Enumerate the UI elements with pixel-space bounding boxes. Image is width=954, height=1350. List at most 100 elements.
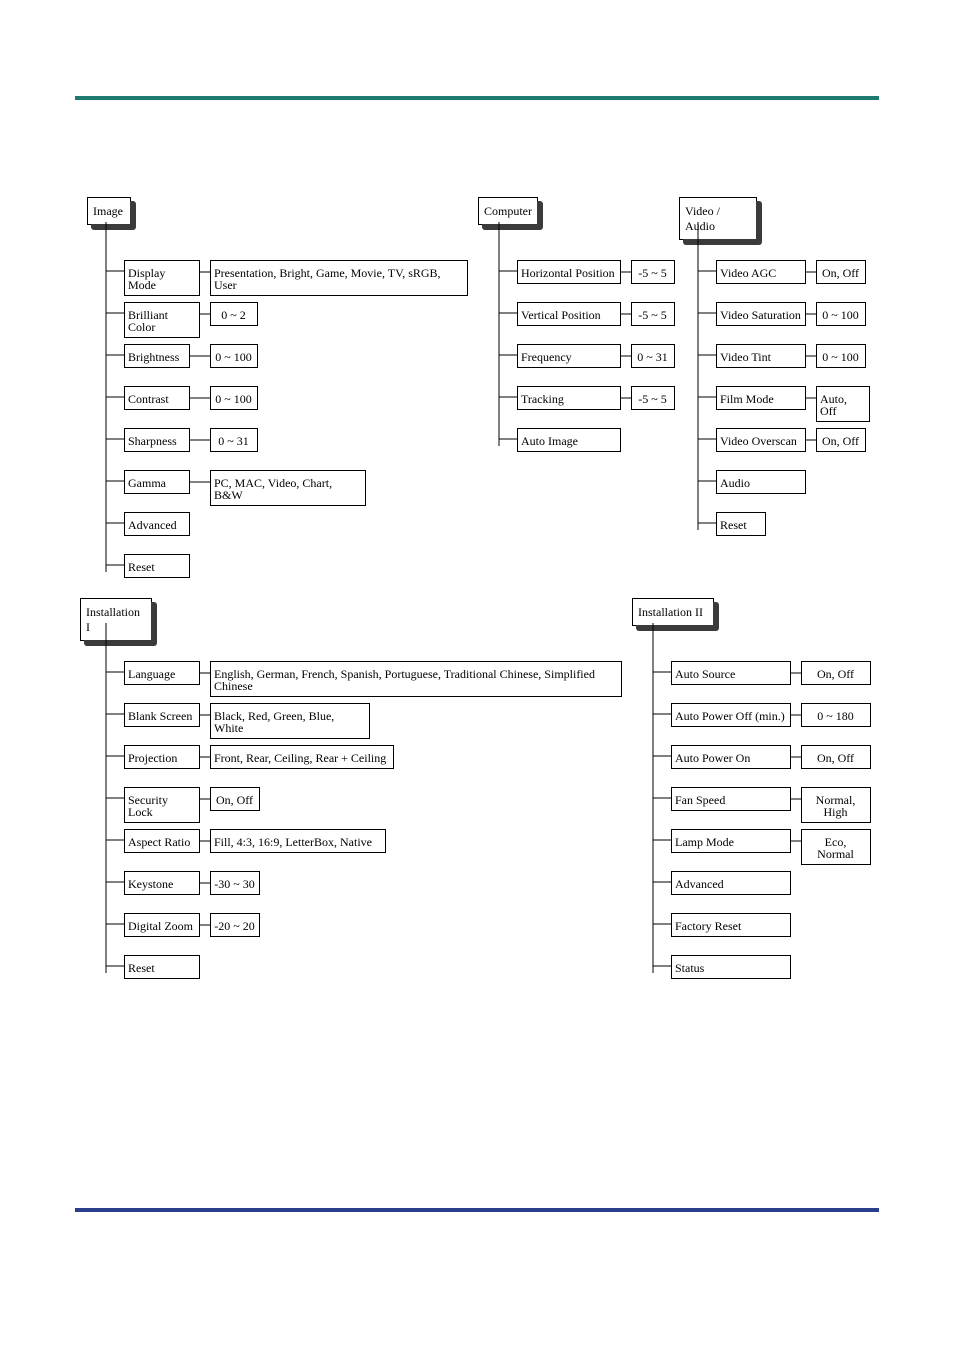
va-audio-label: Audio [716, 470, 806, 494]
menu-computer-header: Computer [478, 197, 538, 225]
va-sat-label: Video Saturation [716, 302, 806, 326]
va-agc-label: Video AGC [716, 260, 806, 284]
conn [806, 260, 816, 284]
conn [621, 386, 631, 410]
va-tint-label: Video Tint [716, 344, 806, 368]
computer-hpos-label: Horizontal Position [517, 260, 621, 284]
menu-image-header: Image [87, 197, 131, 225]
computer-hpos-value: -5 ~ 5 [631, 260, 675, 284]
conn [791, 661, 801, 685]
image-sharpness-value: 0 ~ 31 [210, 428, 258, 452]
i2-fanspeed-label: Fan Speed [671, 787, 791, 811]
i1-reset-label: Reset [124, 955, 200, 979]
page: Image Display Mode Presentation, Bright,… [0, 0, 954, 1350]
menu-video-audio-trunk [697, 222, 717, 530]
i1-keystone-label: Keystone [124, 871, 200, 895]
i2-status-label: Status [671, 955, 791, 979]
va-overscan-value: On, Off [816, 428, 866, 452]
computer-vpos-label: Vertical Position [517, 302, 621, 326]
conn [200, 787, 210, 811]
menu-install1-trunk [105, 623, 125, 973]
i1-blank-label: Blank Screen [124, 703, 200, 727]
i2-factoryreset-label: Factory Reset [671, 913, 791, 937]
conn [200, 913, 210, 937]
i2-autopoweron-value: On, Off [801, 745, 871, 769]
i2-autopoweron-label: Auto Power On [671, 745, 791, 769]
conn [621, 260, 631, 284]
conn [791, 745, 801, 769]
va-agc-value: On, Off [816, 260, 866, 284]
va-sat-value: 0 ~ 100 [816, 302, 866, 326]
conn [791, 829, 801, 853]
conn [200, 661, 210, 685]
image-gamma-label: Gamma [124, 470, 190, 494]
conn [200, 745, 210, 769]
image-advanced-label: Advanced [124, 512, 190, 536]
image-brilliant-color-label: Brilliant Color [124, 302, 200, 338]
menu-install2-header: Installation II [632, 598, 714, 626]
i2-autosrc-value: On, Off [801, 661, 871, 685]
i1-projection-label: Projection [124, 745, 200, 769]
computer-vpos-value: -5 ~ 5 [631, 302, 675, 326]
i1-aspect-value: Fill, 4:3, 16:9, LetterBox, Native [210, 829, 386, 853]
image-contrast-label: Contrast [124, 386, 190, 410]
conn [190, 386, 210, 410]
i2-autopoweroff-value: 0 ~ 180 [801, 703, 871, 727]
conn [806, 386, 816, 410]
image-gamma-value: PC, MAC, Video, Chart, B&W [210, 470, 366, 506]
i2-fanspeed-value: Normal, High [801, 787, 871, 823]
va-filmmode-label: Film Mode [716, 386, 806, 410]
conn [791, 787, 801, 811]
image-display-mode-value: Presentation, Bright, Game, Movie, TV, s… [210, 260, 468, 296]
va-filmmode-value: Auto, Off [816, 386, 870, 422]
i2-lampmode-label: Lamp Mode [671, 829, 791, 853]
i1-blank-value: Black, Red, Green, Blue, White [210, 703, 370, 739]
bottom-rule [75, 1208, 879, 1212]
va-overscan-label: Video Overscan [716, 428, 806, 452]
conn [200, 260, 210, 284]
conn [190, 470, 210, 494]
image-sharpness-label: Sharpness [124, 428, 190, 452]
i1-aspect-label: Aspect Ratio [124, 829, 200, 853]
conn [621, 344, 631, 368]
i2-advanced-label: Advanced [671, 871, 791, 895]
conn [190, 428, 210, 452]
conn [806, 428, 816, 452]
conn [200, 829, 210, 853]
conn [200, 302, 210, 326]
computer-track-value: -5 ~ 5 [631, 386, 675, 410]
conn [190, 344, 210, 368]
image-contrast-value: 0 ~ 100 [210, 386, 258, 410]
image-brightness-value: 0 ~ 100 [210, 344, 258, 368]
i2-autopoweroff-label: Auto Power Off (min.) [671, 703, 791, 727]
image-display-mode-label: Display Mode [124, 260, 200, 296]
computer-track-label: Tracking [517, 386, 621, 410]
image-reset-label: Reset [124, 554, 190, 578]
computer-freq-value: 0 ~ 31 [631, 344, 675, 368]
i2-autosrc-label: Auto Source [671, 661, 791, 685]
i2-lampmode-value: Eco, Normal [801, 829, 871, 865]
i1-seclock-value: On, Off [210, 787, 260, 811]
conn [200, 871, 210, 895]
va-tint-value: 0 ~ 100 [816, 344, 866, 368]
image-brightness-label: Brightness [124, 344, 190, 368]
va-reset-label: Reset [716, 512, 766, 536]
i1-seclock-label: Security Lock [124, 787, 200, 823]
conn [621, 302, 631, 326]
menu-install2-trunk [652, 623, 672, 973]
i1-projection-value: Front, Rear, Ceiling, Rear + Ceiling [210, 745, 394, 769]
i1-zoom-value: -20 ~ 20 [210, 913, 260, 937]
conn [200, 703, 210, 727]
menu-computer-trunk [498, 222, 518, 446]
menu-video-audio-header: Video / Audio [679, 197, 757, 240]
i1-language-value: English, German, French, Spanish, Portug… [210, 661, 622, 697]
computer-autoimage-label: Auto Image [517, 428, 621, 452]
i1-keystone-value: -30 ~ 30 [210, 871, 260, 895]
image-brilliant-color-value: 0 ~ 2 [210, 302, 258, 326]
i1-zoom-label: Digital Zoom [124, 913, 200, 937]
conn [806, 344, 816, 368]
conn [806, 302, 816, 326]
computer-freq-label: Frequency [517, 344, 621, 368]
i1-language-label: Language [124, 661, 200, 685]
conn [791, 703, 801, 727]
